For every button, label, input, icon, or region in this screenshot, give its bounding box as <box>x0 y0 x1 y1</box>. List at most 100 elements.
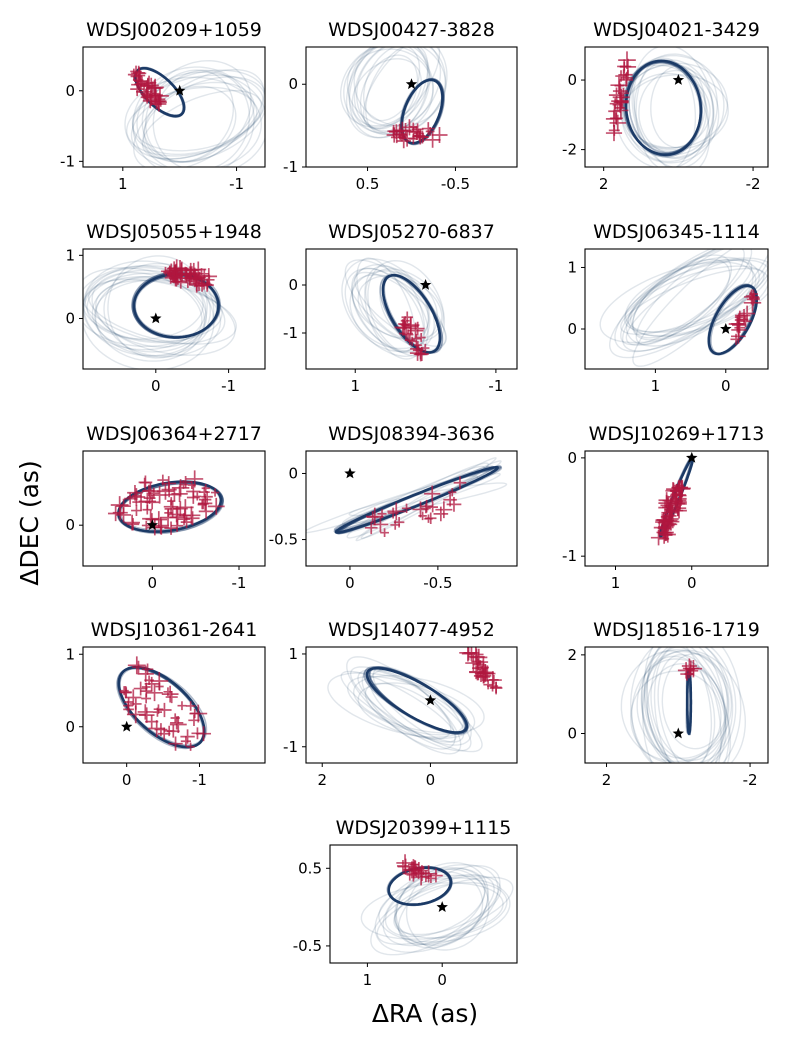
posterior-orbit <box>631 258 731 341</box>
observation-marker <box>186 262 201 277</box>
observation-marker <box>169 716 187 733</box>
panel-title: WDSJ05055+1948 <box>86 221 262 243</box>
observation-marker <box>130 70 143 83</box>
posterior-orbit <box>340 47 430 128</box>
observation-marker <box>396 854 414 872</box>
observation-marker <box>119 686 129 696</box>
observation-marker <box>405 862 423 879</box>
observation-marker <box>180 736 191 747</box>
posterior-orbit <box>141 59 252 163</box>
observation-marker <box>131 505 142 516</box>
posterior-orbit <box>631 658 727 763</box>
observation-marker <box>153 519 169 535</box>
observation-marker <box>137 665 154 682</box>
primary-star-marker <box>424 694 437 706</box>
observation-marker <box>390 131 403 144</box>
posterior-orbit <box>629 670 722 763</box>
x-tick-label: -1 <box>192 771 207 789</box>
posterior-orbit <box>614 64 710 167</box>
posterior-orbit <box>393 866 489 946</box>
observation-marker <box>421 503 431 514</box>
posterior-orbit <box>364 265 426 360</box>
x-tick-label: -2 <box>746 175 761 193</box>
x-tick-label: -1 <box>221 377 236 395</box>
axes-frame <box>82 646 266 764</box>
panel-title: WDSJ10361-2641 <box>91 619 258 641</box>
best-fit-orbit <box>365 666 469 734</box>
observation-marker <box>427 501 438 513</box>
orbit-panel: WDSJ10361-2641 0 -1 1 0 <box>65 619 266 789</box>
observation-marker <box>127 488 146 506</box>
posterior-orbit <box>641 649 747 763</box>
observation-marker <box>116 498 131 514</box>
observation-marker <box>664 518 678 531</box>
posterior-orbit <box>95 279 236 356</box>
panel-title: WDSJ14077-4952 <box>328 619 495 641</box>
observation-marker <box>728 315 746 333</box>
y-tick-label: 1 <box>567 258 577 276</box>
axes-frame <box>305 646 518 764</box>
observation-marker <box>166 261 182 277</box>
posterior-orbit <box>599 261 757 344</box>
y-tick-label: -1 <box>283 158 298 176</box>
y-tick-label: 0 <box>567 71 577 89</box>
posterior-orbit <box>136 71 265 167</box>
observation-marker <box>178 513 191 526</box>
x-tick-label: 1 <box>350 377 360 395</box>
x-tick-label: 1 <box>363 971 373 989</box>
posterior-orbit <box>643 655 727 763</box>
posterior-orbit <box>83 269 207 351</box>
orbit-panel: WDSJ08394-3636 0 -0.5 0 -0.5 <box>269 423 518 592</box>
primary-star-marker <box>344 467 356 479</box>
axes-frame <box>584 248 769 370</box>
observation-marker <box>198 504 214 519</box>
posterior-orbit <box>632 254 733 339</box>
posterior-orbit <box>370 873 495 956</box>
axes-frame <box>584 646 769 764</box>
plot-area <box>360 854 514 956</box>
observation-marker <box>684 669 694 679</box>
observation-marker <box>140 80 153 93</box>
posterior-orbit <box>346 656 462 755</box>
posterior-orbit <box>608 249 768 359</box>
posterior-orbit <box>378 877 511 943</box>
observation-marker <box>387 507 399 519</box>
y-tick-label: -1 <box>60 152 75 170</box>
observation-marker <box>468 647 484 663</box>
observation-marker <box>390 520 401 530</box>
observation-marker <box>148 720 166 737</box>
primary-star-marker <box>672 74 685 85</box>
primary-star-marker <box>436 901 448 912</box>
y-tick-label: 0 <box>288 464 298 482</box>
posterior-orbit <box>369 669 472 746</box>
observation-marker <box>739 315 749 324</box>
posterior-orbit <box>361 668 456 750</box>
posterior-orbit <box>630 257 768 338</box>
posterior-orbit <box>344 259 447 351</box>
orbit-panel: WDSJ06345-1114 1 0 1 0 <box>567 221 769 395</box>
observation-marker <box>415 130 429 144</box>
observation-marker <box>364 521 378 535</box>
axes-frame <box>82 248 266 370</box>
orbit-panel: WDSJ05055+1948 0 -1 1 0 <box>65 221 266 395</box>
posterior-orbit <box>107 255 208 359</box>
observation-marker <box>167 497 176 506</box>
x-tick-label: 2 <box>317 771 327 789</box>
x-tick-label: 0 <box>345 574 355 592</box>
posterior-orbit <box>83 265 215 369</box>
y-tick-label: 0 <box>65 516 75 534</box>
posterior-orbit <box>93 279 222 358</box>
observation-marker <box>210 488 220 497</box>
axes-frame <box>82 450 266 567</box>
primary-star-marker <box>174 84 186 96</box>
observation-marker <box>198 486 210 498</box>
posterior-orbit <box>360 882 504 940</box>
x-tick-label: -1 <box>232 574 247 592</box>
primary-star-marker <box>672 727 684 739</box>
posterior-orbit <box>91 271 203 348</box>
posterior-orbit <box>353 47 442 132</box>
posterior-orbit <box>405 868 490 951</box>
posterior-orbit <box>643 647 713 763</box>
posterior-orbit <box>394 881 508 939</box>
x-tick-label: -1 <box>488 377 503 395</box>
